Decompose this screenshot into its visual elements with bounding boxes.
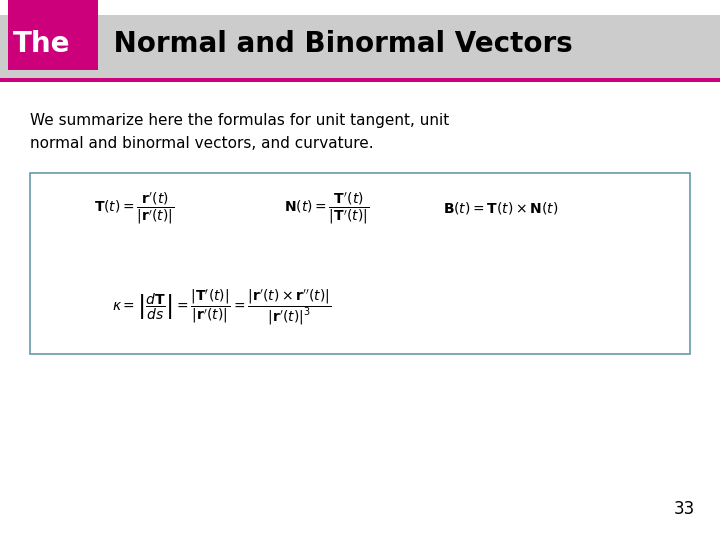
Text: The: The [13,30,71,58]
Bar [0,78,720,82]
Text: Normal and Binormal Vectors: Normal and Binormal Vectors [104,30,573,58]
Text: $\mathbf{N}(t) = \dfrac{\mathbf{T}'(t)}{|\mathbf{T}'(t)|}$: $\mathbf{N}(t) = \dfrac{\mathbf{T}'(t)}{… [284,190,369,226]
Text: We summarize here the formulas for unit tangent, unit
normal and binormal vector: We summarize here the formulas for unit … [30,113,449,151]
Bar [0,15,720,78]
Text: $\mathbf{B}(t) = \mathbf{T}(t) \times \mathbf{N}(t)$: $\mathbf{B}(t) = \mathbf{T}(t) \times \m… [443,200,558,216]
Bar [8,0,98,70]
Text: 33: 33 [673,501,695,518]
Text: $\kappa = \left|\dfrac{d\mathbf{T}}{ds}\right| = \dfrac{|\mathbf{T}'(t)|}{|\math: $\kappa = \left|\dfrac{d\mathbf{T}}{ds}\… [112,288,331,327]
Bar [30,173,690,354]
Text: $\mathbf{T}(t) = \dfrac{\mathbf{r}'(t)}{|\mathbf{r}'(t)|}$: $\mathbf{T}(t) = \dfrac{\mathbf{r}'(t)}{… [94,190,174,226]
